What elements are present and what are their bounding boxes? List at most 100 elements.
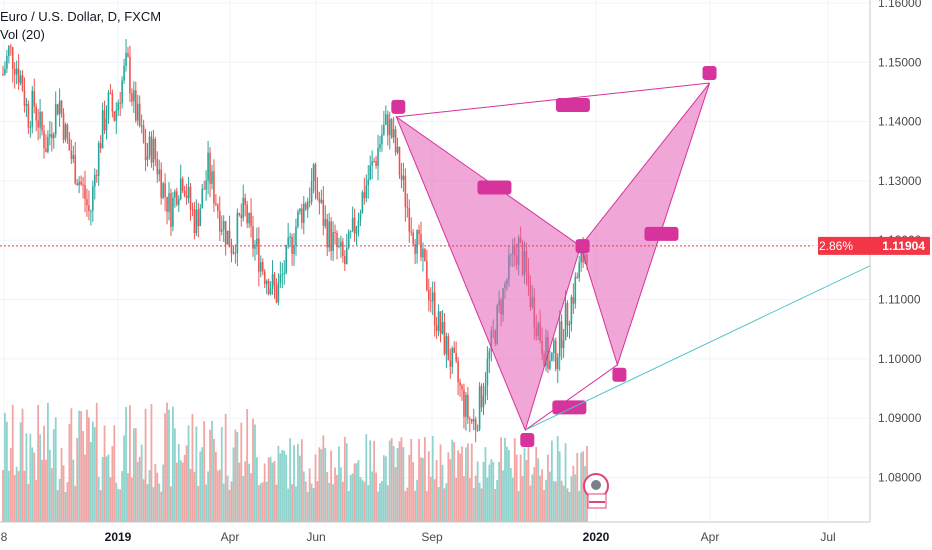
candle-body [177,199,180,205]
volume-bar [390,438,393,522]
candle-body [60,100,63,114]
volume-bar [275,484,278,522]
volume-bar [324,447,327,522]
candle-body [574,276,577,304]
volume-bar [164,413,167,522]
time-tick-label: Apr [221,530,240,544]
volume-bar [334,467,336,522]
trend-line[interactable] [525,245,912,431]
volume-bar [80,411,83,522]
pattern-ratio-badge [477,180,512,195]
tradingview-badge[interactable] [583,473,609,509]
candle-body [49,133,51,137]
volume-bar [287,488,290,522]
candle-body [93,175,96,187]
volume-bar [498,461,501,522]
candle-body [297,211,299,227]
price-axis[interactable]: 1.160001.150001.140001.130001.120001.110… [869,0,932,522]
candle-body [80,181,82,185]
candle-body [58,100,61,115]
volume-bar [33,452,36,522]
candle-body [275,285,278,303]
candle-body [578,262,581,278]
volume-bar [148,470,151,522]
candle-body [289,236,291,238]
candle-body [170,193,172,227]
candle-body [191,209,194,211]
volume-bar [414,490,417,522]
volume-bar [367,485,370,522]
candle-body [154,139,157,160]
volume-bar [125,406,127,522]
volume-bar [119,489,122,522]
volume-bar [513,438,516,522]
candle-body [338,245,340,247]
current-price-label: 1.11904 [882,239,925,253]
volume-bar [134,428,137,522]
candle-body [310,181,313,203]
volume-bar [72,459,75,522]
volume-bar [291,484,293,522]
volume-bar [48,449,51,522]
volume-bar [388,440,391,522]
candle-body [215,203,217,205]
candle-body [88,205,90,211]
price-tick-label: 1.09000 [878,411,922,425]
time-axis[interactable]: 8 2019 Apr Jun Sep 2020 Apr Jul [0,521,932,550]
volume-bar [353,463,356,522]
volume-bar [211,420,213,522]
volume-bar [56,490,59,522]
candle-body [84,185,86,200]
harmonic-pattern[interactable] [391,66,717,448]
candle-body [568,324,571,326]
volume-bar [379,483,381,522]
volume-bar [254,424,256,522]
candle-body [168,193,170,212]
volume-bar [175,462,178,522]
volume-bar [363,481,366,522]
candle-body [390,119,393,138]
pattern-point-marker [391,99,406,114]
volume-bar [474,475,477,522]
volume-bar [300,439,303,522]
candle-body [238,212,241,215]
time-tick-label: 2020 [583,530,610,544]
candle-body [560,321,563,349]
volume-bar [193,471,196,522]
volume-bar [252,418,254,522]
candle-body [320,199,323,203]
pattern-ac-line [524,364,618,431]
candle-body [195,209,198,234]
volume-bar [156,472,159,522]
volume-bar [400,437,403,522]
candle-body [207,152,209,181]
volume-bar [195,426,198,522]
candle-body [187,186,190,199]
candle-body [172,197,174,227]
volume-bar [523,448,526,522]
volume-bar [359,476,362,522]
volume-bar [11,404,14,522]
candle-body [457,360,459,383]
candle-body [82,184,84,186]
volume-bar [271,462,274,522]
candle-body [66,124,69,138]
candle-body [248,212,250,224]
candle-body [340,241,342,246]
candle-body [160,169,162,198]
candle-body [308,201,311,203]
candle-body [463,389,465,417]
candle-body [416,230,418,254]
volume-bar [340,467,342,522]
candle-body [246,204,248,224]
candle-body [279,274,282,283]
volume-bar [58,478,61,522]
candle-body [56,104,59,115]
candle-body [556,357,559,370]
candle-body [72,155,75,159]
volume-bar [382,455,385,522]
volume-bar [226,475,229,522]
candle-body [377,148,379,166]
volume-bar [355,463,358,522]
